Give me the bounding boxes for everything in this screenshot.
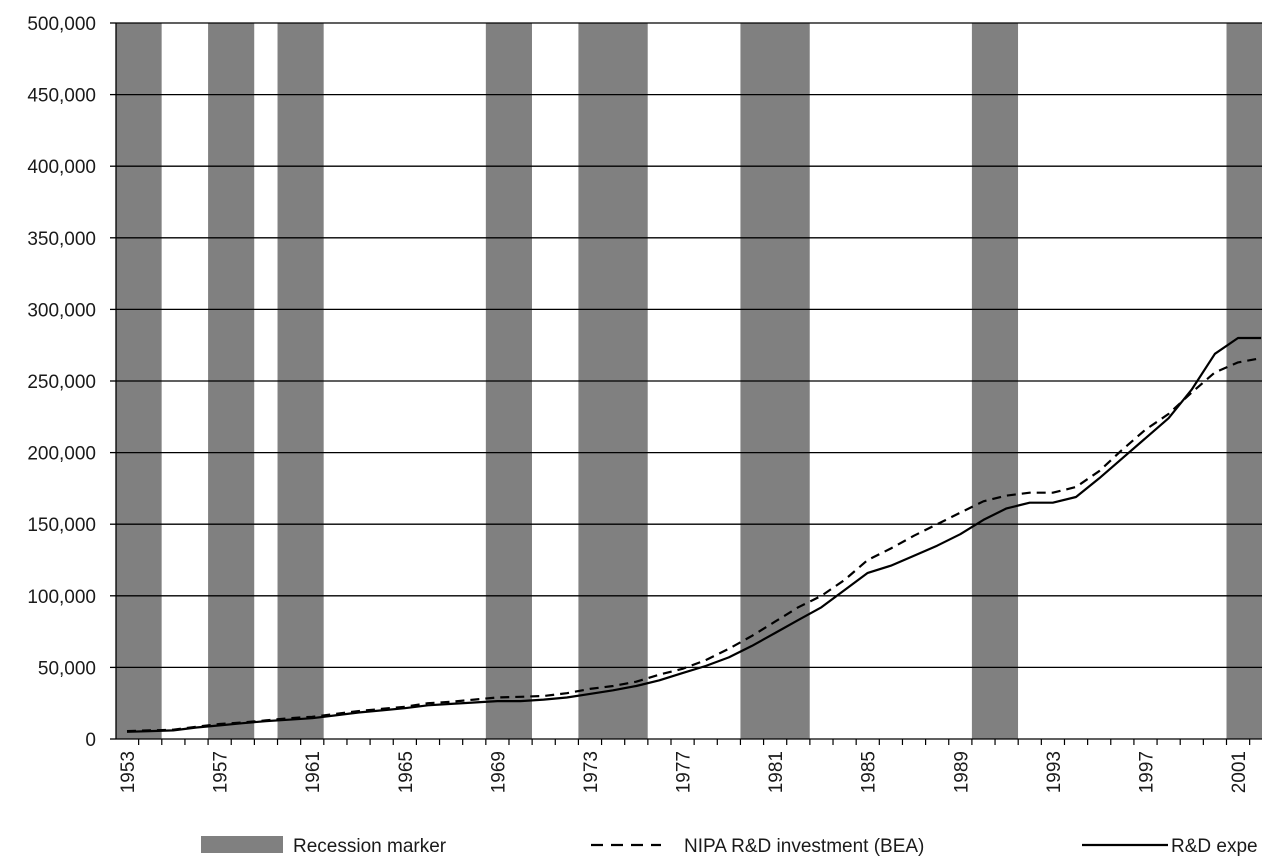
legend-label-nipa: NIPA R&D investment (BEA) xyxy=(684,836,924,857)
x-tick-label-2001: 2001 xyxy=(1229,751,1250,793)
y-tick-labels: 0 50,000 100,000 150,000 200,000 250,000 300,0… xyxy=(27,14,96,751)
x-tick-label-1977: 1977 xyxy=(674,751,695,793)
x-tick-label-1969: 1969 xyxy=(488,751,509,793)
x-tick-label-1997: 1997 xyxy=(1136,751,1157,793)
gridlines xyxy=(116,22,1262,669)
y-tick-label-5: 250,000 xyxy=(27,372,96,393)
x-tick-label-1953: 1953 xyxy=(118,751,139,793)
x-tick-label-1985: 1985 xyxy=(859,751,880,793)
x-tick-label-1993: 1993 xyxy=(1044,751,1065,793)
y-tick-label-3: 150,000 xyxy=(27,515,96,536)
series-lines xyxy=(126,336,1262,733)
x-tick-labels: 1953 1957 1961 1965 1969 1973 1977 1981 1985 1989… xyxy=(118,751,1250,793)
x-tick-label-1981: 1981 xyxy=(766,751,787,793)
y-tick-label-4: 200,000 xyxy=(27,444,96,465)
legend-swatch-recession xyxy=(201,836,283,853)
series-line-nipa-rd-investment xyxy=(126,357,1262,733)
y-tick-label-2: 100,000 xyxy=(27,587,96,608)
y-tick-label-7: 350,000 xyxy=(27,229,96,250)
y-tick-label-6: 300,000 xyxy=(27,300,96,321)
series-line-rd-expenditure xyxy=(126,336,1262,733)
y-tick-label-1: 50,000 xyxy=(38,658,96,679)
legend-label-recession: Recession marker xyxy=(293,836,447,857)
x-tick-label-1965: 1965 xyxy=(396,751,417,793)
x-tick-label-1957: 1957 xyxy=(211,751,232,793)
y-tick-label-10: 500,000 xyxy=(27,14,96,35)
x-tick-label-1989: 1989 xyxy=(951,751,972,793)
y-tick-label-0: 0 xyxy=(85,730,96,751)
legend: Recession marker NIPA R&D investment (BEA… xyxy=(201,836,1258,857)
x-tick-label-1961: 1961 xyxy=(303,751,324,793)
y-tick-label-8: 400,000 xyxy=(27,157,96,178)
y-tick-label-9: 450,000 xyxy=(27,86,96,107)
x-tick-label-1973: 1973 xyxy=(581,751,602,793)
axes xyxy=(110,22,1262,745)
legend-label-rd: R&D expe xyxy=(1171,836,1258,857)
